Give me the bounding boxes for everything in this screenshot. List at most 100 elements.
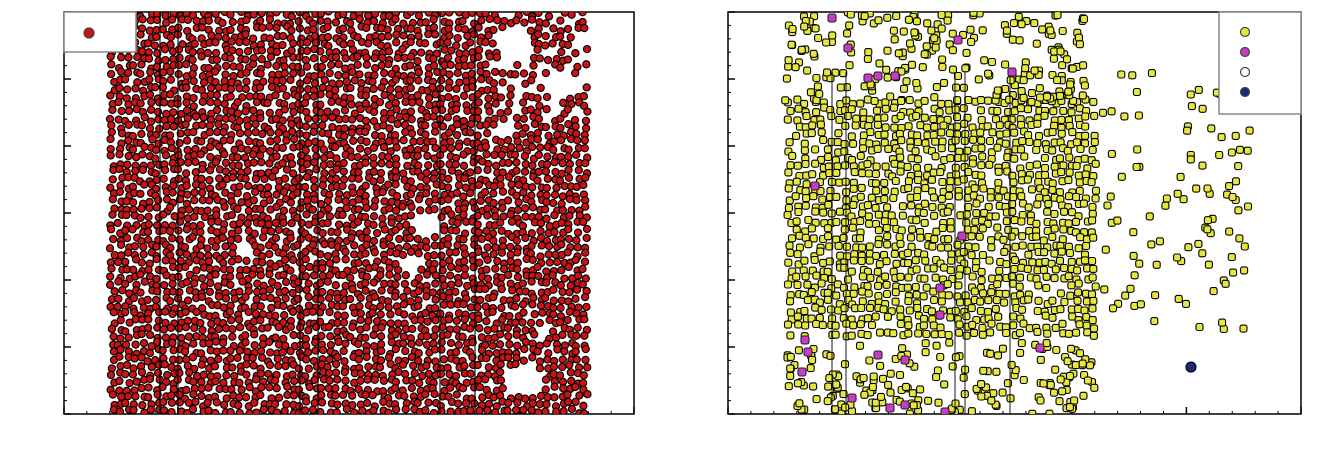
data-point xyxy=(863,54,872,63)
data-point xyxy=(362,137,371,146)
data-point xyxy=(959,373,968,382)
data-point xyxy=(1032,274,1041,283)
data-point xyxy=(115,187,125,196)
data-point xyxy=(257,158,266,167)
data-point xyxy=(400,279,410,289)
data-point xyxy=(167,407,176,414)
data-point xyxy=(485,52,495,61)
data-point xyxy=(565,288,574,297)
data-point xyxy=(384,408,393,414)
data-point xyxy=(376,41,386,50)
data-point xyxy=(489,199,498,208)
data-point xyxy=(823,288,832,297)
data-point xyxy=(197,174,206,183)
data-point xyxy=(424,29,433,39)
data-point xyxy=(189,93,198,103)
data-point xyxy=(302,131,311,140)
data-point xyxy=(785,196,794,205)
data-point xyxy=(160,307,170,316)
data-point xyxy=(117,53,126,62)
data-point xyxy=(368,77,377,86)
data-point xyxy=(274,183,284,192)
data-point xyxy=(406,83,415,93)
data-point xyxy=(144,212,153,221)
data-point xyxy=(251,187,260,197)
data-point xyxy=(1049,388,1059,397)
data-point xyxy=(363,12,373,20)
data-point xyxy=(559,98,568,107)
data-point xyxy=(244,206,254,216)
data-point xyxy=(198,188,207,197)
data-point xyxy=(490,150,499,160)
data-point xyxy=(420,39,430,48)
data-point xyxy=(245,409,254,414)
data-point xyxy=(881,123,890,132)
data-point xyxy=(403,286,412,295)
data-point xyxy=(1073,296,1082,305)
data-point xyxy=(1067,257,1076,266)
data-point xyxy=(128,61,138,70)
data-point xyxy=(904,297,913,306)
data-point xyxy=(428,288,438,297)
data-point xyxy=(912,17,921,26)
data-point xyxy=(431,295,440,304)
data-point xyxy=(301,55,311,65)
data-point xyxy=(325,355,334,364)
data-point xyxy=(953,240,962,249)
data-point xyxy=(496,330,505,339)
data-point xyxy=(341,339,350,348)
data-point xyxy=(385,160,394,169)
data-point xyxy=(1055,256,1065,265)
data-point xyxy=(971,243,980,252)
data-point xyxy=(535,54,544,63)
data-point xyxy=(384,47,394,56)
data-point xyxy=(423,317,432,326)
data-point xyxy=(1016,348,1025,357)
data-point xyxy=(875,260,884,269)
data-point xyxy=(571,49,580,58)
data-point xyxy=(107,264,116,273)
data-point xyxy=(267,227,276,236)
data-point xyxy=(203,48,212,58)
data-point xyxy=(905,409,914,414)
data-point xyxy=(474,45,484,55)
data-point xyxy=(528,203,538,212)
data-point xyxy=(544,250,553,259)
data-point xyxy=(558,362,567,372)
data-point xyxy=(369,167,379,176)
data-point xyxy=(939,78,949,87)
data-point xyxy=(521,212,530,221)
data-point xyxy=(840,140,849,149)
data-point xyxy=(786,308,795,317)
data-point xyxy=(123,68,133,77)
data-point xyxy=(136,213,145,223)
data-point xyxy=(578,217,588,227)
data-point xyxy=(235,378,244,387)
data-point xyxy=(827,112,836,121)
data-point xyxy=(439,300,449,309)
data-point xyxy=(228,363,237,372)
data-point xyxy=(920,274,929,283)
data-point xyxy=(518,300,528,309)
data-point xyxy=(437,251,446,260)
data-point xyxy=(580,257,590,266)
data-point xyxy=(800,139,809,148)
data-point xyxy=(272,12,281,17)
data-point xyxy=(504,332,513,341)
data-point xyxy=(483,165,492,175)
data-point xyxy=(549,137,559,146)
data-point xyxy=(243,47,253,56)
data-point xyxy=(816,120,825,129)
data-point xyxy=(904,273,913,282)
data-point xyxy=(478,393,487,402)
data-point xyxy=(1145,212,1154,221)
data-point xyxy=(243,121,253,131)
data-point xyxy=(233,353,242,362)
data-point xyxy=(801,201,810,210)
data-point xyxy=(401,127,410,137)
data-point xyxy=(938,137,947,146)
data-point xyxy=(931,273,940,282)
data-point xyxy=(369,212,379,221)
data-point xyxy=(362,53,371,62)
data-point xyxy=(859,373,868,383)
